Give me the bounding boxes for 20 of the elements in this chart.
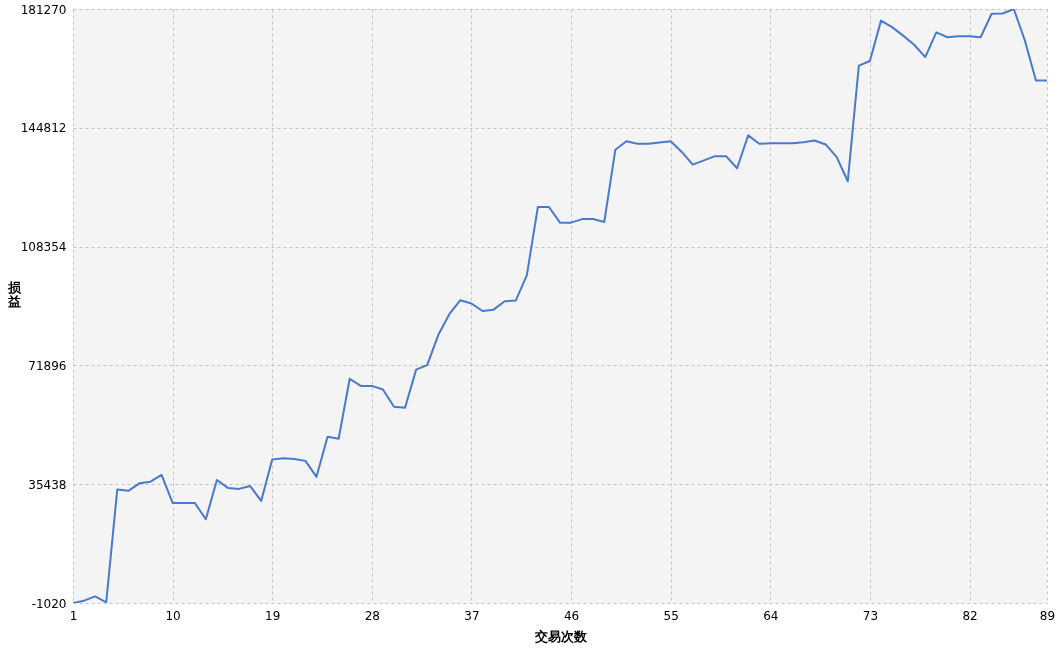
y-tick-label: 144812 — [20, 121, 67, 136]
y-tick-label: -1020 — [31, 596, 67, 611]
x-tick-label: 73 — [862, 608, 879, 623]
x-axis-title: 交易次数 — [533, 628, 588, 644]
x-tick-label: 55 — [663, 608, 679, 623]
y-tick-label: 71896 — [28, 358, 67, 373]
x-tick-label: 10 — [165, 608, 181, 623]
y-axis-title: 损益 — [7, 279, 22, 309]
line-series — [73, 9, 1047, 603]
x-tick-label: 46 — [563, 608, 580, 623]
x-tick-label: 1 — [69, 608, 78, 623]
x-tick-label: 37 — [464, 608, 480, 623]
x-tick-label: 89 — [1039, 608, 1056, 623]
y-tick-label: 108354 — [20, 240, 67, 255]
x-tick-label: 64 — [763, 608, 779, 623]
y-tick-label: 35438 — [28, 477, 67, 492]
x-tick-label: 28 — [364, 608, 380, 623]
x-tick-label: 82 — [962, 608, 978, 623]
y-tick-label: 181270 — [20, 2, 67, 17]
x-tick-label: 19 — [265, 608, 281, 623]
